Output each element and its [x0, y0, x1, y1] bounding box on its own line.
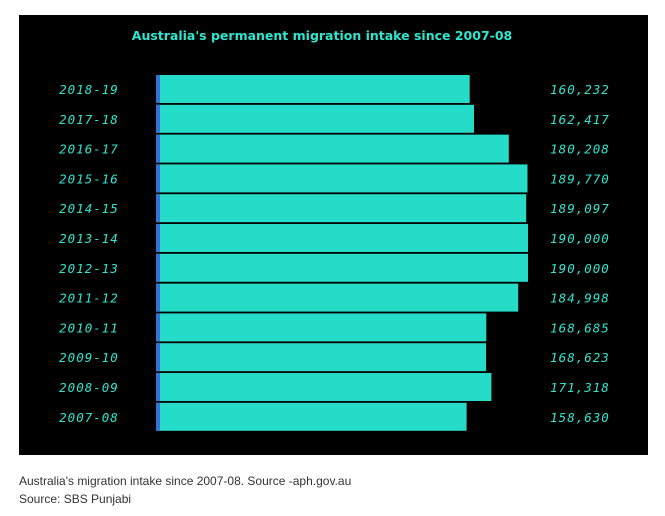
- category-label: 2008-09: [59, 380, 119, 395]
- bar-2008-09: [156, 373, 492, 401]
- value-label: 168,623: [550, 350, 610, 365]
- category-label: 2012-13: [59, 261, 119, 276]
- category-label: 2016-17: [59, 142, 119, 157]
- category-label: 2010-11: [59, 320, 119, 335]
- category-label: 2015-16: [59, 171, 119, 186]
- value-label: 184,998: [550, 291, 610, 306]
- bar-2016-17: [156, 134, 509, 163]
- bar-chart: Australia's permanent migration intake s…: [59, 28, 610, 431]
- bars-group: 2018-19 160,232 2017-18 162,417 2016-17 180,2…: [59, 75, 610, 431]
- bar-2015-16: [156, 164, 528, 193]
- bar-2012-13: [156, 253, 528, 282]
- chart-panel: Australia's permanent migration intake s…: [19, 15, 648, 455]
- value-label: 190,000: [550, 231, 610, 246]
- bar-2007-08: [156, 402, 467, 431]
- chart-title: Australia's permanent migration intake s…: [132, 28, 512, 43]
- bar-edge-2015-16: [156, 164, 160, 193]
- category-label: 2007-08: [59, 410, 119, 425]
- value-label: 189,770: [550, 171, 610, 186]
- category-label: 2011-12: [59, 291, 119, 306]
- caption-text: Australia's migration intake since 2007-…: [19, 474, 352, 488]
- bar-edge-2010-11: [156, 313, 160, 342]
- value-label: 180,208: [550, 142, 610, 157]
- value-label: 160,232: [550, 82, 610, 97]
- bar-2011-12: [156, 283, 519, 312]
- value-label: 162,417: [550, 112, 610, 127]
- bar-2017-18: [156, 104, 474, 133]
- bar-2018-19: [156, 75, 470, 103]
- bar-edge-2008-09: [156, 373, 160, 401]
- category-label: 2018-19: [59, 82, 119, 97]
- bar-edge-2017-18: [156, 104, 160, 133]
- bar-edge-2007-08: [156, 402, 160, 431]
- figure-caption: Australia's migration intake since 2007-…: [19, 472, 351, 508]
- value-label: 190,000: [550, 261, 610, 276]
- bar-2014-15: [156, 194, 527, 223]
- bar-edge-2014-15: [156, 194, 160, 223]
- bar-edge-2011-12: [156, 283, 160, 312]
- category-label: 2017-18: [59, 112, 119, 127]
- bar-edge-2012-13: [156, 253, 160, 282]
- bar-edge-2018-19: [156, 75, 160, 103]
- bar-2009-10: [156, 343, 487, 372]
- value-label: 189,097: [550, 201, 610, 216]
- category-label: 2009-10: [59, 350, 119, 365]
- bar-edge-2016-17: [156, 134, 160, 163]
- value-label: 158,630: [550, 410, 610, 425]
- bar-2010-11: [156, 313, 487, 342]
- bar-2013-14: [156, 224, 528, 252]
- value-label: 168,685: [550, 320, 610, 335]
- category-label: 2014-15: [59, 201, 119, 216]
- bar-edge-2013-14: [156, 224, 160, 252]
- bar-edge-2009-10: [156, 343, 160, 372]
- value-label: 171,318: [550, 380, 610, 395]
- caption-source: Source: SBS Punjabi: [19, 492, 132, 506]
- category-label: 2013-14: [59, 231, 119, 246]
